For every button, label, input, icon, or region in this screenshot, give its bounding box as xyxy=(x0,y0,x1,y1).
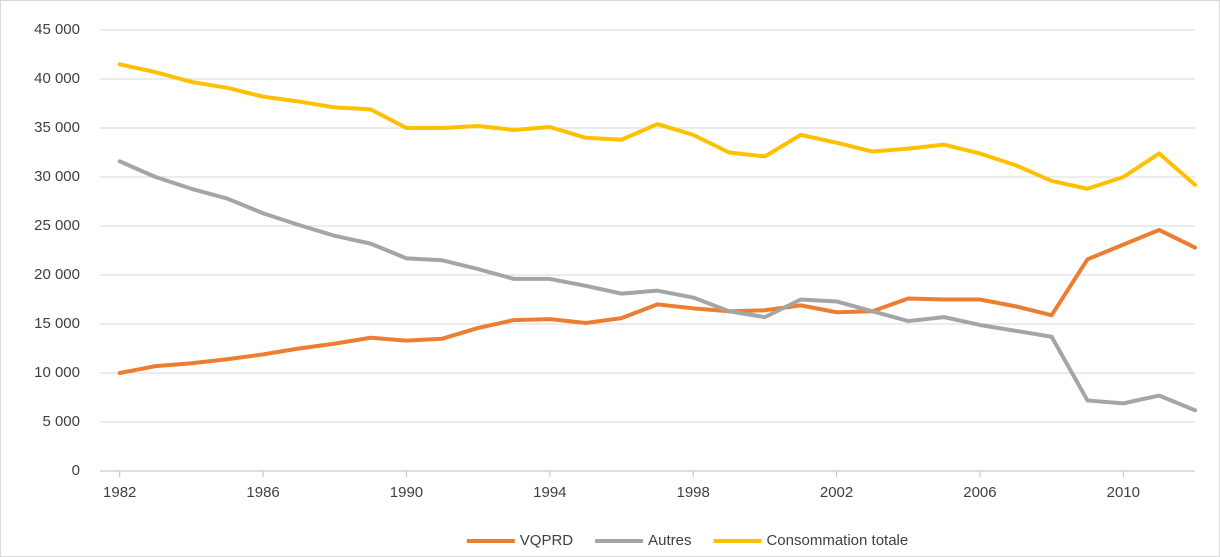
legend: VQPRD Autres Consommation totale xyxy=(466,532,908,549)
y-tick-label: 15 000 xyxy=(34,315,80,332)
series-line xyxy=(117,227,1197,375)
legend-label: Autres xyxy=(648,532,691,549)
x-tick-label: 1990 xyxy=(390,484,423,501)
y-tick-label: 10 000 xyxy=(34,364,80,381)
legend-label: VQPRD xyxy=(520,532,574,549)
series-line xyxy=(117,62,1197,191)
series-line xyxy=(117,159,1197,413)
y-tick-label: 20 000 xyxy=(34,266,80,283)
y-tick-label: 25 000 xyxy=(34,217,80,234)
x-tick-label: 2006 xyxy=(963,484,996,501)
y-tick-label: 40 000 xyxy=(34,70,80,87)
x-tick-label: 1998 xyxy=(677,484,710,501)
x-tick-label: 1994 xyxy=(533,484,566,501)
y-tick-label: 30 000 xyxy=(34,168,80,185)
y-tick-label: 45 000 xyxy=(34,21,80,38)
legend-label: Consommation totale xyxy=(766,532,908,549)
x-tick-label: 1986 xyxy=(246,484,279,501)
y-tick-label: 5 000 xyxy=(42,413,80,430)
y-tick-label: 35 000 xyxy=(34,119,80,136)
y-tick-label: 0 xyxy=(72,462,80,479)
x-tick-label: 2010 xyxy=(1107,484,1140,501)
x-tick-label: 1982 xyxy=(103,484,136,501)
x-tick-label: 2002 xyxy=(820,484,853,501)
